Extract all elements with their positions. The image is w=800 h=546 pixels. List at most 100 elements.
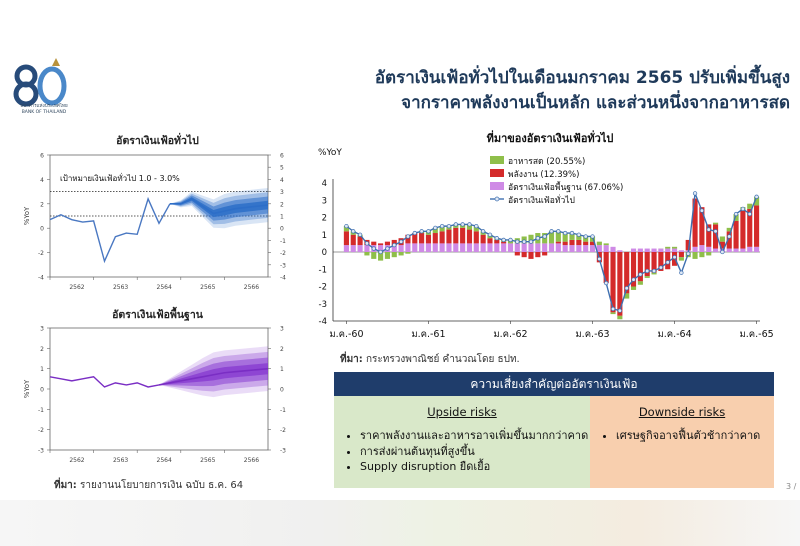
bar-segment [726,231,732,249]
headline-point [569,230,575,236]
bar-segment [630,286,637,290]
bar-segment [480,234,486,244]
bar-segment [432,233,438,244]
bar-segment [713,224,719,249]
headline-point [515,239,520,244]
bar-segment [747,246,753,252]
bar-segment [501,243,507,252]
bar-segment [610,246,616,252]
y-tick-label: 1 [40,366,44,373]
bar-segment [466,243,473,252]
bar-segment [419,233,425,244]
bar-segment [583,245,589,252]
bar-segment [555,231,561,242]
headline-point [357,232,363,237]
bar-segment [678,250,684,252]
bar-segment [487,243,493,252]
y-tick-label: -1 [319,265,327,275]
bar-segment [412,243,418,252]
headline-point [378,249,383,255]
logo-caption: ธนาคารแห่งประเทศไทย BANK OF THAILAND [20,104,68,115]
headline-point [665,260,670,265]
bar-segment [391,245,397,252]
bar-segment [473,231,479,244]
right-source: ที่มา: กระทรวงพาณิชย์ คำนวณโดย ธปท. [340,354,520,365]
bar-segment [528,234,534,244]
bar-segment [494,239,500,244]
legend-swatch [490,156,504,164]
list-item: เศรษฐกิจอาจฟื้นตัวช้ากว่าคาด [616,428,760,444]
headline-point [658,265,664,270]
headline-point [610,306,616,312]
y-tick-label: -3 [38,448,44,455]
bar-segment [343,245,349,252]
y-tick-label: -1 [38,407,44,414]
headline-point [624,286,629,291]
y-tick-label-right: 3 [280,326,284,333]
bar-segment [678,252,684,258]
headline-point [733,211,739,217]
bar-segment [378,245,384,252]
bar-segment [460,243,466,252]
x-tick-label: 2563 [113,457,128,464]
x-tick-label: 2562 [69,457,84,464]
bar-segment [432,243,438,252]
bar-segment [494,243,500,252]
inflation-contribution-chart: ที่มาของอัตราเงินเฟ้อทั่วไป %YoY -4 -3 -2 -1 0… [318,130,774,340]
legend-label: พลังงาน (12.39%) [508,170,579,180]
upside-risks-title: Upside risks [427,405,497,419]
y-tick-label-right: -3 [280,448,286,455]
y-tick-label: -2 [38,250,44,257]
bar-segment [610,312,616,315]
downside-risks-list: เศรษฐกิจอาจฟื้นตัวช้ากว่าคาด [600,428,760,444]
y-tick-label: 2 [322,214,327,224]
bar-segment [357,236,363,246]
bar-segment [378,243,384,246]
headline-point [371,246,376,251]
bar-segment [535,252,541,258]
x-tick-label: ม.ค.-65 [739,329,773,340]
headline-point [651,268,657,274]
y-tick-label: 0 [40,226,44,233]
x-tick-label: ม.ค.-64 [657,329,691,340]
title-line-2: จากราคาพลังงานเป็นหลัก และส่วนหนึ่งจากอา… [401,93,790,113]
bar-segment [425,243,432,252]
y-tick-label: 2 [40,201,44,208]
bar-segment [569,245,575,252]
bar-segment [637,281,643,285]
bar-segment [446,243,452,252]
chart-title: ที่มาของอัตราเงินเฟ้อทั่วไป [487,130,614,145]
legend-label: อัตราเงินเฟ้อทั่วไป [508,194,575,206]
y-tick-label: 1 [322,231,327,241]
headline-point [563,230,568,236]
downside-risks-title: Downside risks [638,405,726,419]
bar-segment [671,248,678,252]
slide-title: อัตราเงินเฟ้อทั่วไปในเดือนมกราคม 2565 ปร… [360,66,790,116]
bar-segment [706,252,712,256]
headline-point [692,191,698,196]
bar-segment [692,252,698,259]
bar-segment [603,245,609,252]
bar-segment [665,248,671,252]
bar-segment [596,241,602,246]
bar-segment [699,252,705,258]
bar-segment [364,252,370,256]
bar-segment [747,208,753,247]
bar-segment [542,252,548,256]
bar-segment [460,227,466,244]
headline-point [754,194,759,199]
y-tick-label-right: 5 [280,165,284,172]
headline-point [522,239,527,244]
y-tick-label-right: 3 [280,189,284,196]
upside-risks-panel: Upside risks ราคาพลังงานและอาหารอาจเพิ่ม… [334,396,590,488]
bar-segment [713,222,719,225]
bar-segment [651,272,657,275]
bar-segment [487,238,493,244]
bar-segment [603,243,609,246]
headline-point [453,222,458,227]
headline-point [672,255,677,260]
bar-segment [453,243,459,252]
bar-segment [398,245,404,252]
bar-segment [473,226,479,232]
bar-segment [583,241,589,246]
